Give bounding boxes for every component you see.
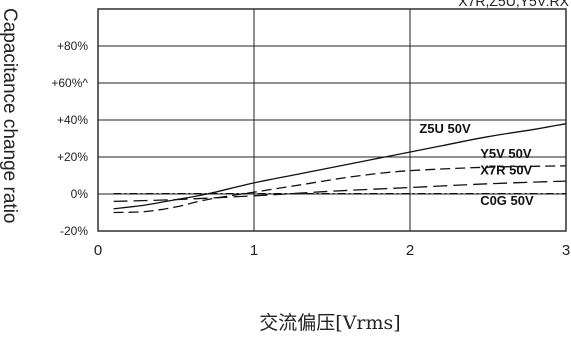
y-tick-label: +40%	[57, 113, 88, 127]
series-line-y5v-50v	[113, 165, 567, 214]
x-axis-label: 交流偏压[Vrms]	[259, 312, 400, 334]
series-line-x7r-50v	[113, 180, 567, 203]
x-tick-label: 2	[406, 242, 414, 259]
y-tick-label: +20%	[57, 150, 88, 164]
labels-layer: +80% +60%^ +40% +20% 0% -20% 0 1 2 3 Z5U 50V Y5V 50…	[51, 39, 570, 259]
series-label: Y5V 50V	[480, 146, 532, 161]
y-tick-label: +60%^	[51, 76, 88, 90]
series-label: Z5U 50V	[419, 121, 471, 136]
series-label: X7R 50V	[480, 163, 532, 178]
series-label: C0G 50V	[480, 193, 534, 208]
y-tick-label: -20%	[60, 224, 88, 238]
series-layer	[113, 123, 567, 214]
y-tick-label: +80%	[57, 39, 88, 53]
top-label: X7R,Z5U,Y5V:RX	[458, 0, 569, 9]
x-tick-label: 1	[250, 242, 258, 259]
y-axis-label: Capacitance change ratio	[0, 8, 20, 223]
series-line-z5u-50v	[113, 123, 567, 210]
x-tick-label: 0	[94, 242, 102, 259]
y-tick-label: 0%	[71, 187, 89, 201]
x-tick-label: 3	[562, 242, 570, 259]
